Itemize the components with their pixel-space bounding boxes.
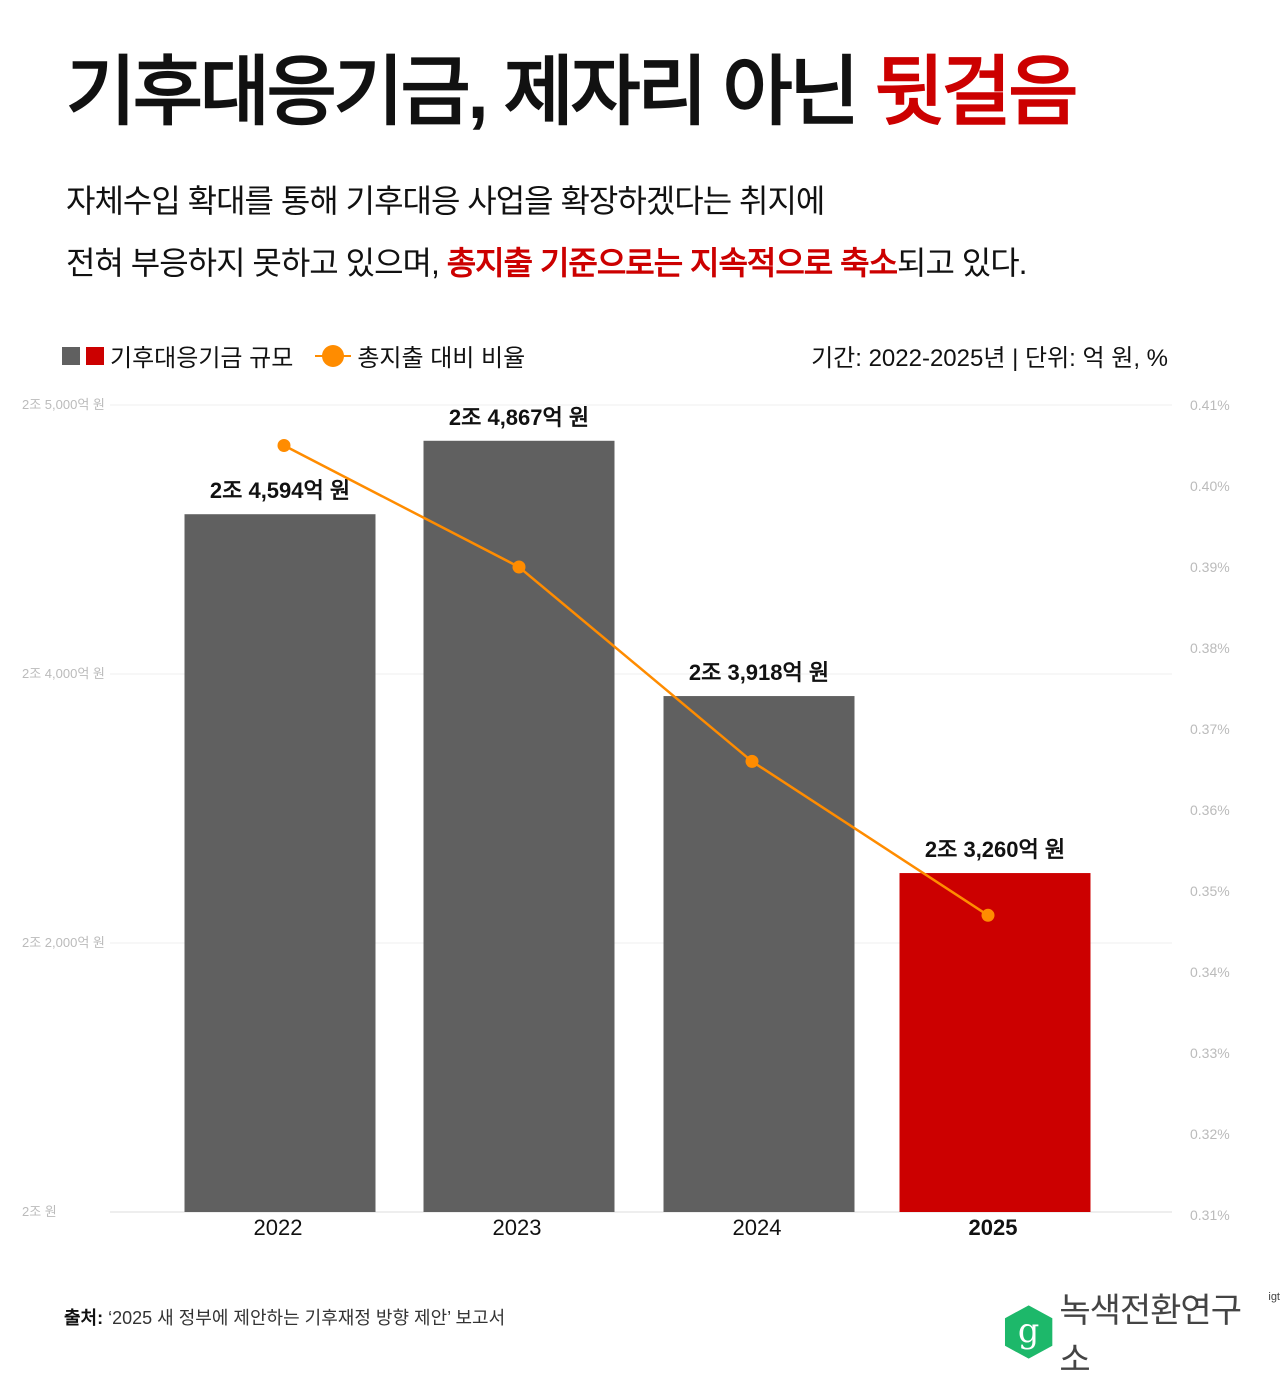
left-axis-tick-label: 2조 2,000억 원 xyxy=(22,935,105,950)
x-axis-tick-label: 2023 xyxy=(493,1215,542,1240)
bar-2025 xyxy=(899,873,1091,1212)
right-axis-tick-label: 0.32% xyxy=(1190,1126,1230,1142)
legend-bars-label: 기후대응기금 규모 xyxy=(110,345,294,372)
right-axis-tick-label: 0.41% xyxy=(1190,397,1230,413)
x-axis-tick-label: 2022 xyxy=(254,1215,303,1240)
bar-value-label: 2조 4,594억 원 xyxy=(210,478,350,503)
right-axis-tick-label: 0.36% xyxy=(1190,802,1230,818)
subtitle-line-2: 전혀 부응하지 못하고 있으며, 총지출 기준으로는 지속적으로 축소되고 있다… xyxy=(66,245,1028,281)
x-axis-tick-label: 2024 xyxy=(733,1215,782,1240)
ratio-point-2025 xyxy=(981,908,995,922)
title-highlight: 뒷걸음 xyxy=(874,50,1079,135)
legend-swatch-gray xyxy=(62,346,80,365)
legend-swatch-red xyxy=(86,346,104,365)
right-axis-tick-label: 0.33% xyxy=(1190,1045,1230,1061)
ratio-point-2024 xyxy=(745,754,759,768)
right-axis-tick-label: 0.39% xyxy=(1190,559,1230,575)
right-axis-tick-label: 0.35% xyxy=(1190,883,1230,899)
ratio-point-2023 xyxy=(512,560,526,574)
bar-2022 xyxy=(184,514,376,1212)
x-axis-tick-label: 2025 xyxy=(969,1215,1018,1240)
left-axis-tick-label: 2조 4,000억 원 xyxy=(22,666,105,681)
logo-name: 녹색전환연구소 xyxy=(1059,1292,1242,1379)
ratio-point-2022 xyxy=(277,439,291,452)
source-note: 출처: ‘2025 새 정부에 제안하는 기후재정 방향 제안’ 보고서 xyxy=(64,1308,506,1328)
subtitle-highlight: 총지출 기준으로는 지속적으로 축소 xyxy=(446,245,898,281)
bar-value-label: 2조 3,260억 원 xyxy=(925,837,1065,862)
logo: g 녹색전환연구소 igt xyxy=(1004,1283,1280,1381)
chart-legend: 기후대응기금 규모 총지출 대비 비율 xyxy=(62,338,525,373)
right-axis-tick-label: 0.38% xyxy=(1190,640,1230,656)
logo-hexagon-icon: g xyxy=(1004,1305,1053,1359)
bar-2024 xyxy=(663,696,855,1212)
right-axis-tick-label: 0.31% xyxy=(1190,1207,1230,1223)
left-axis-tick-label: 2조 원 xyxy=(22,1204,57,1219)
bar-2023 xyxy=(423,440,615,1213)
bar-value-label: 2조 3,918억 원 xyxy=(689,660,829,685)
subtitle-line-1: 자체수입 확대를 통해 기후대응 사업을 확장하겠다는 취지에 xyxy=(66,183,825,219)
legend-line-label: 총지출 대비 비율 xyxy=(357,345,526,372)
right-axis-tick-label: 0.40% xyxy=(1190,478,1230,494)
bar-value-label: 2조 4,867억 원 xyxy=(449,405,589,430)
right-axis-tick-label: 0.34% xyxy=(1190,964,1230,980)
legend-line-marker-icon xyxy=(315,344,352,368)
left-axis-tick-label: 2조 5,000억 원 xyxy=(22,397,105,412)
period-unit-note: 기간: 2022-2025년 | 단위: 억 원, % xyxy=(811,345,1168,372)
logo-suffix: igt xyxy=(1268,1291,1280,1303)
ratio-line xyxy=(283,444,989,917)
page-title: 기후대응기금, 제자리 아닌 뒷걸음 xyxy=(66,50,1079,135)
svg-text:g: g xyxy=(1018,1311,1039,1350)
right-axis-tick-label: 0.37% xyxy=(1190,721,1230,737)
